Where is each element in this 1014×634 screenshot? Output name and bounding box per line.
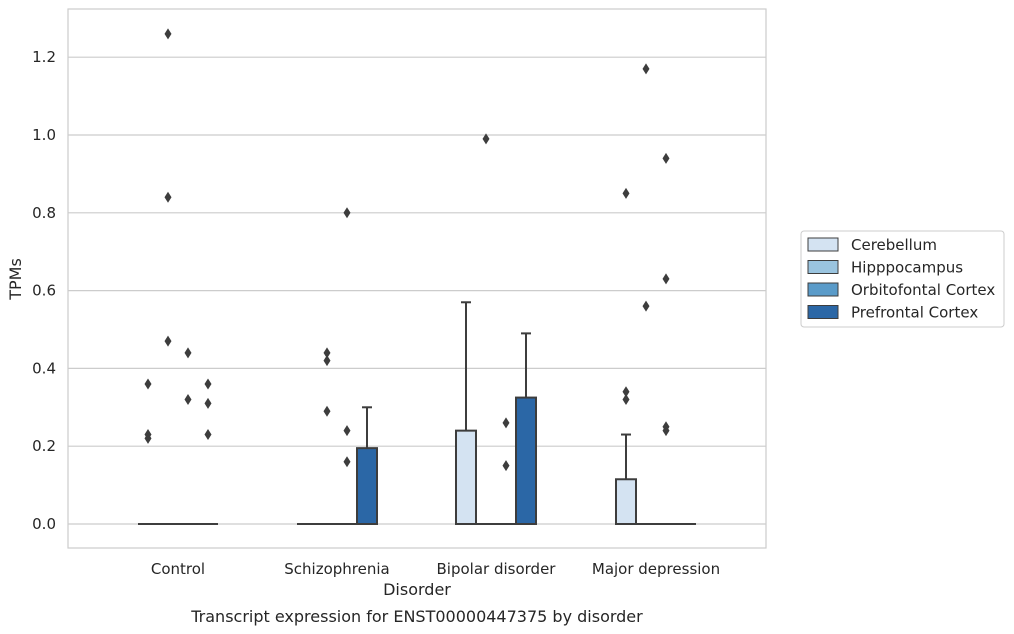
figure-caption: Transcript expression for ENST0000044737… [190, 607, 643, 626]
outlier-point [642, 63, 650, 75]
outlier-point [343, 425, 351, 437]
y-tick-label: 0.0 [32, 515, 56, 533]
y-tick-label: 0.6 [32, 282, 56, 300]
y-tick-labels: 0.0 0.2 0.4 0.6 0.8 1.0 1.2 [32, 48, 56, 533]
y-tick-label: 1.2 [32, 48, 56, 66]
outlier-point [662, 152, 670, 164]
legend-frame [800, 230, 1005, 328]
box [515, 396, 537, 526]
outliers-layer [144, 28, 670, 472]
outlier-point [164, 191, 172, 203]
outlier-point [622, 386, 630, 398]
outlier-point [622, 187, 630, 199]
box [356, 447, 378, 525]
boxes-layer [138, 301, 696, 526]
outlier-point [502, 460, 510, 472]
outlier-point [184, 347, 192, 359]
legend-label: Hipppocampus [851, 259, 963, 277]
outlier-point [323, 347, 331, 359]
legend-label: Prefrontal Cortex [851, 304, 978, 322]
outlier-point [662, 273, 670, 285]
x-axis-label: Disorder [383, 580, 451, 599]
outlier-point [622, 394, 630, 406]
plot-frame [67, 8, 767, 549]
outlier-point [642, 300, 650, 312]
outlier-point [323, 405, 331, 417]
legend-swatch [807, 260, 839, 274]
box [455, 429, 477, 526]
y-tick-label: 0.4 [32, 359, 56, 377]
outlier-point [164, 28, 172, 40]
outlier-point [204, 397, 212, 409]
legend-swatch [807, 305, 839, 319]
legend: Cerebellum Hipppocampus Orbitofontal Corte… [800, 230, 1005, 328]
outlier-point [662, 421, 670, 433]
outlier-point [164, 335, 172, 347]
legend-label: Cerebellum [851, 236, 937, 254]
outlier-point [343, 207, 351, 219]
outlier-point [144, 429, 152, 441]
legend-label: Orbitofontal Cortex [851, 281, 995, 299]
x-tick-labels: Control Schizophrenia Bipolar disorder Majo… [151, 560, 720, 578]
x-tick-label: Major depression [592, 560, 720, 578]
box [615, 478, 637, 526]
outlier-point [482, 133, 490, 145]
grid-lines [68, 56, 766, 525]
outlier-point [184, 394, 192, 406]
outlier-point [144, 378, 152, 390]
y-tick-label: 0.8 [32, 204, 56, 222]
outlier-point [204, 429, 212, 441]
x-tick-label: Bipolar disorder [437, 560, 557, 578]
x-tick-label: Control [151, 560, 205, 578]
y-tick-label: 1.0 [32, 126, 56, 144]
outlier-point [343, 456, 351, 468]
y-axis-label: TPMs [6, 258, 25, 301]
legend-swatch [807, 282, 839, 297]
outlier-point [502, 417, 510, 429]
outlier-point [323, 355, 331, 367]
y-tick-label: 0.2 [32, 437, 56, 455]
x-tick-label: Schizophrenia [284, 560, 389, 578]
legend-swatch [807, 237, 839, 252]
outlier-point [204, 378, 212, 390]
